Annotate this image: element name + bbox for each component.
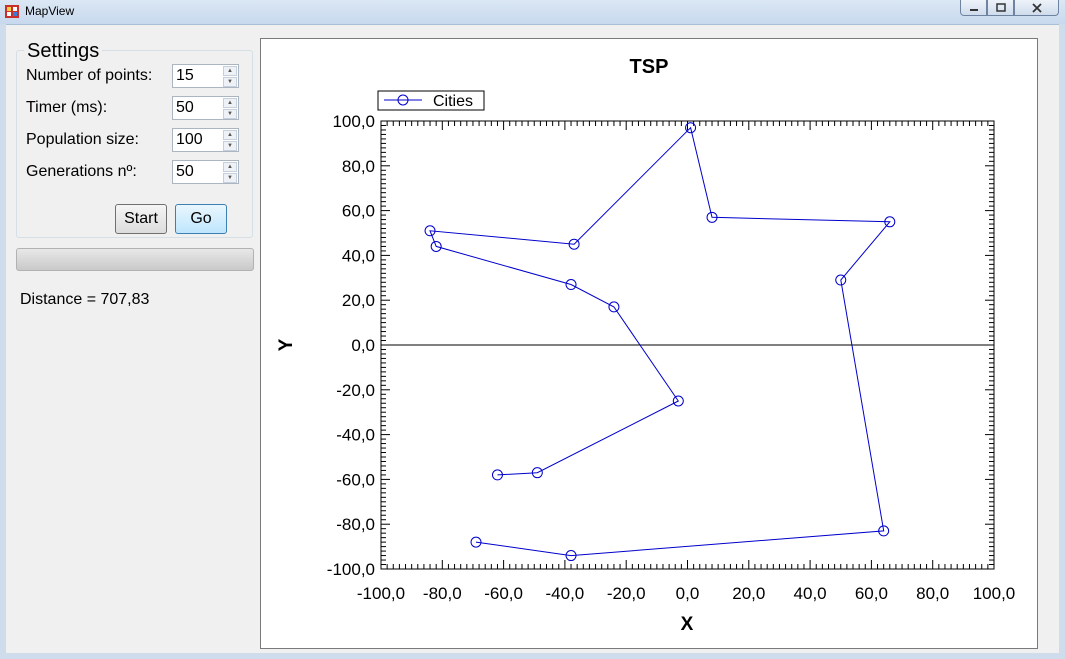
spin-up-icon[interactable]: ▲ bbox=[223, 66, 237, 76]
x-minor-ticks bbox=[380, 121, 995, 569]
x-tick-label: -80,0 bbox=[423, 584, 462, 603]
minimize-button[interactable] bbox=[960, 0, 987, 16]
distance-text: Distance = 707,83 bbox=[20, 291, 150, 308]
timer-value: 50 bbox=[176, 99, 194, 116]
y-tick-label: 60,0 bbox=[342, 202, 375, 221]
close-button[interactable] bbox=[1014, 0, 1059, 16]
tsp-chart: TSP Cities -100,0 -80,0 -60,0 -40,0 -20,0 0,0… bbox=[276, 56, 1015, 635]
x-tick-label: 20,0 bbox=[732, 584, 765, 603]
spin-up-icon[interactable]: ▲ bbox=[223, 130, 237, 140]
y-tick-labels: 100,0 80,0 60,0 40,0 20,0 0,0 -20,0 -40,0 -60,0 -… bbox=[327, 112, 375, 579]
generations-label: Generations nº: bbox=[26, 163, 137, 180]
city-point bbox=[835, 274, 847, 286]
x-tick-label: 40,0 bbox=[794, 584, 827, 603]
y-tick-label: 0,0 bbox=[351, 336, 375, 355]
chart-title: TSP bbox=[630, 56, 669, 78]
city-point bbox=[685, 122, 697, 134]
timer-input[interactable]: 50 ▲ ▼ bbox=[172, 96, 239, 120]
maximize-icon bbox=[995, 3, 1006, 12]
legend-label: Cities bbox=[433, 93, 473, 110]
route-line bbox=[429, 126, 891, 557]
window-title: MapView bbox=[25, 4, 75, 18]
y-tick-label: 100,0 bbox=[332, 112, 375, 131]
spin-down-icon[interactable]: ▼ bbox=[223, 109, 237, 119]
y-tick-label: -40,0 bbox=[336, 426, 375, 445]
city-points bbox=[424, 122, 896, 562]
points-value: 15 bbox=[176, 67, 194, 84]
settings-title: Settings bbox=[24, 40, 103, 63]
city-point bbox=[884, 216, 896, 228]
chart-panel: TSP Cities -100,0 -80,0 -60,0 -40,0 -20,0 0,0… bbox=[260, 38, 1038, 649]
generations-value: 50 bbox=[176, 163, 194, 180]
app-icon bbox=[5, 5, 19, 18]
settings-group bbox=[16, 50, 253, 238]
y-tick-label: 80,0 bbox=[342, 157, 375, 176]
minimize-icon bbox=[969, 8, 978, 11]
spin-up-icon[interactable]: ▲ bbox=[223, 162, 237, 172]
x-axis-label: X bbox=[681, 614, 694, 635]
start-button[interactable]: Start bbox=[115, 204, 167, 234]
city-point bbox=[430, 240, 442, 252]
y-tick-label: -80,0 bbox=[336, 515, 375, 534]
city-point bbox=[878, 525, 890, 537]
y-tick-label: 40,0 bbox=[342, 246, 375, 265]
city-point bbox=[424, 225, 436, 237]
city-point bbox=[568, 238, 580, 250]
y-minor-ticks bbox=[381, 120, 994, 570]
y-tick-label: -100,0 bbox=[327, 560, 375, 579]
window-frame-right bbox=[1059, 24, 1065, 659]
x-tick-label: -40,0 bbox=[546, 584, 585, 603]
x-tick-label: 80,0 bbox=[916, 584, 949, 603]
x-tick-label: 0,0 bbox=[676, 584, 700, 603]
population-label: Population size: bbox=[26, 131, 139, 148]
x-tick-label: -20,0 bbox=[607, 584, 646, 603]
close-icon bbox=[1031, 2, 1042, 13]
x-tick-label: 60,0 bbox=[855, 584, 888, 603]
spin-down-icon[interactable]: ▼ bbox=[223, 141, 237, 151]
population-value: 100 bbox=[176, 131, 203, 148]
generations-input[interactable]: 50 ▲ ▼ bbox=[172, 160, 239, 184]
city-point bbox=[531, 467, 543, 479]
x-tick-label: -60,0 bbox=[484, 584, 523, 603]
city-point bbox=[706, 211, 718, 223]
window-frame-bottom bbox=[0, 653, 1065, 659]
progress-bar bbox=[16, 248, 254, 271]
x-tick-label: 100,0 bbox=[973, 584, 1016, 603]
city-point bbox=[672, 395, 684, 407]
go-button[interactable]: Go bbox=[175, 204, 227, 234]
points-label: Number of points: bbox=[26, 67, 153, 84]
city-point bbox=[608, 301, 620, 313]
y-tick-label: 20,0 bbox=[342, 291, 375, 310]
chart-legend: Cities bbox=[377, 90, 485, 111]
window-frame-left bbox=[0, 24, 6, 659]
points-input[interactable]: 15 ▲ ▼ bbox=[172, 64, 239, 88]
y-tick-label: -20,0 bbox=[336, 381, 375, 400]
city-point bbox=[491, 469, 503, 481]
spin-up-icon[interactable]: ▲ bbox=[223, 98, 237, 108]
maximize-button[interactable] bbox=[987, 0, 1014, 16]
spin-down-icon[interactable]: ▼ bbox=[223, 173, 237, 183]
x-tick-labels: -100,0 -80,0 -60,0 -40,0 -20,0 0,0 20,0 40,0 60,… bbox=[357, 584, 1015, 603]
spin-down-icon[interactable]: ▼ bbox=[223, 77, 237, 87]
legend-marker bbox=[397, 94, 409, 106]
population-input[interactable]: 100 ▲ ▼ bbox=[172, 128, 239, 152]
city-point bbox=[470, 536, 482, 548]
city-point bbox=[565, 550, 577, 562]
city-point bbox=[565, 279, 577, 291]
x-tick-label: -100,0 bbox=[357, 584, 405, 603]
y-tick-label: -60,0 bbox=[336, 470, 375, 489]
y-axis-label: Y bbox=[276, 338, 297, 351]
timer-label: Timer (ms): bbox=[26, 99, 108, 116]
title-bar: MapView bbox=[0, 0, 1065, 25]
